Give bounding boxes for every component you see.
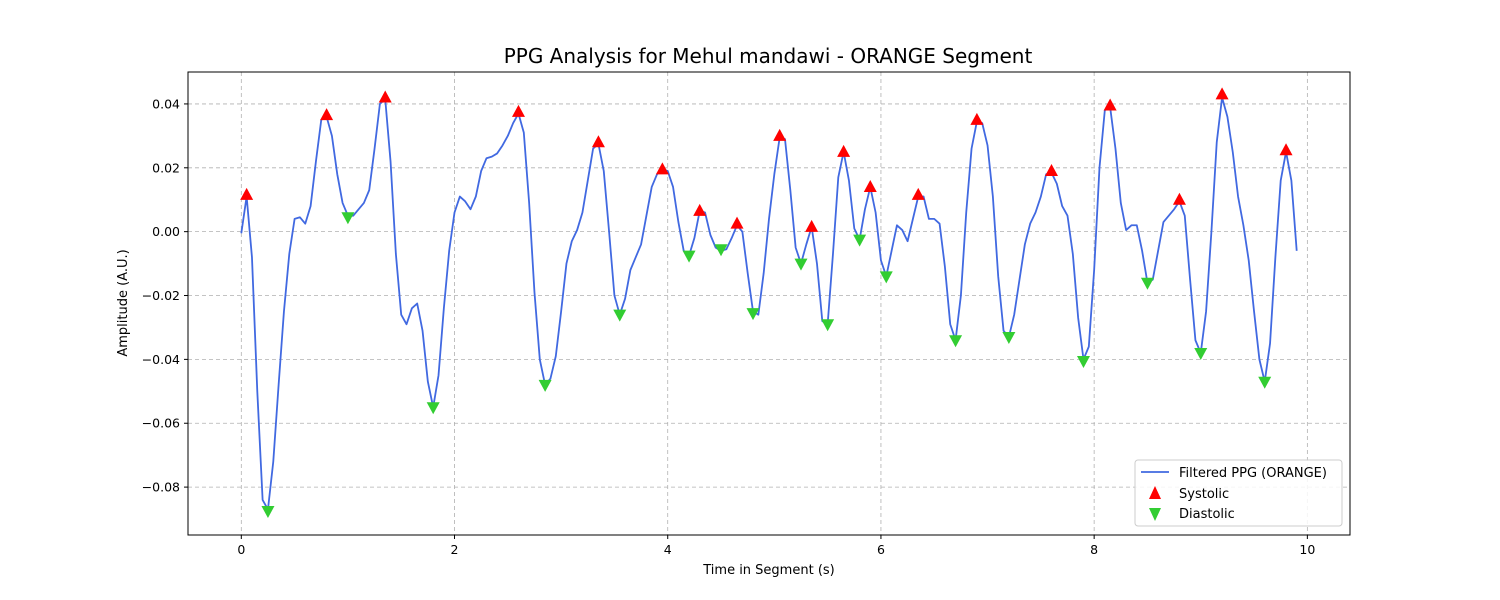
systolic-marker	[591, 135, 605, 148]
diastolic-marker	[682, 250, 696, 263]
diastolic-marker	[1002, 332, 1016, 345]
y-tick-label: 0.00	[152, 224, 180, 239]
legend-label-diastolic: Diastolic	[1179, 507, 1235, 522]
plot-frame	[187, 71, 1351, 536]
x-tick-label: 4	[664, 542, 672, 557]
x-axis-title: Time in Segment (s)	[702, 563, 834, 578]
systolic-marker	[1045, 163, 1059, 176]
systolic-marker	[970, 112, 984, 125]
systolic-marker	[693, 203, 707, 216]
systolic-marker	[511, 104, 525, 117]
y-axis-title: Amplitude (A.U.)	[116, 249, 131, 356]
systolic-marker	[1172, 192, 1186, 205]
x-tick-label: 8	[1090, 542, 1098, 557]
diastolic-marker	[853, 234, 867, 247]
legend-label-systolic: Systolic	[1179, 487, 1229, 502]
legend-systolic-marker	[1149, 486, 1161, 499]
y-tick-label: 0.02	[152, 160, 180, 175]
ticks: 0 2 4 6 8 10 −0.08 −0.06 −0.04 −0.02 0.00 0.02 0.04	[142, 96, 1316, 557]
legend-box	[1134, 459, 1343, 527]
systolic-marker	[1279, 143, 1293, 156]
diastolic-marker	[949, 335, 963, 348]
systolic-marker	[805, 219, 819, 232]
x-tick-label: 0	[237, 542, 245, 557]
diastolic-marker	[821, 319, 835, 332]
systolic-marker	[911, 187, 925, 200]
diastolic-marker	[538, 379, 552, 392]
diastolic-marker	[1258, 376, 1272, 389]
y-tick-label: −0.06	[142, 416, 180, 431]
diastolic-marker	[879, 271, 893, 284]
x-tick-label: 6	[877, 542, 885, 557]
diastolic-marker	[1076, 355, 1090, 368]
x-tick-label: 10	[1299, 542, 1315, 557]
diastolic-marker	[746, 308, 760, 321]
diastolic-marker	[1194, 347, 1208, 360]
systolic-marker	[730, 216, 744, 229]
diastolic-marker	[261, 506, 275, 519]
systolic-marker	[378, 90, 392, 103]
diastolic-marker	[426, 402, 440, 415]
y-tick-label: −0.08	[142, 480, 180, 495]
systolic-marker	[240, 187, 254, 200]
systolic-marker	[773, 128, 787, 141]
systolic-marker	[863, 179, 877, 192]
systolic-marker	[655, 162, 669, 175]
diastolic-marker	[1140, 277, 1154, 290]
diastolic-marker	[714, 244, 728, 257]
y-tick-label: −0.04	[142, 352, 180, 367]
systolic-marker	[837, 144, 851, 157]
ppg-series-line	[240, 96, 1298, 511]
systolic-marker	[1103, 98, 1117, 111]
legend-label-filtered: Filtered PPG (ORANGE)	[1179, 466, 1327, 481]
x-tick-label: 2	[451, 542, 459, 557]
y-tick-label: 0.04	[152, 96, 180, 111]
diastolic-marker	[794, 258, 808, 271]
series-layer	[240, 87, 1298, 519]
systolic-marker	[320, 108, 334, 121]
legend: Filtered PPG (ORANGE) Systolic Diastolic	[1134, 459, 1343, 527]
diastolic-marker	[613, 309, 627, 322]
systolic-marker	[1215, 87, 1229, 100]
chart-title: PPG Analysis for Mehul mandawi - ORANGE …	[504, 44, 1033, 68]
legend-diastolic-marker	[1149, 508, 1161, 521]
y-tick-label: −0.02	[142, 288, 180, 303]
diastolic-marker	[341, 212, 355, 225]
